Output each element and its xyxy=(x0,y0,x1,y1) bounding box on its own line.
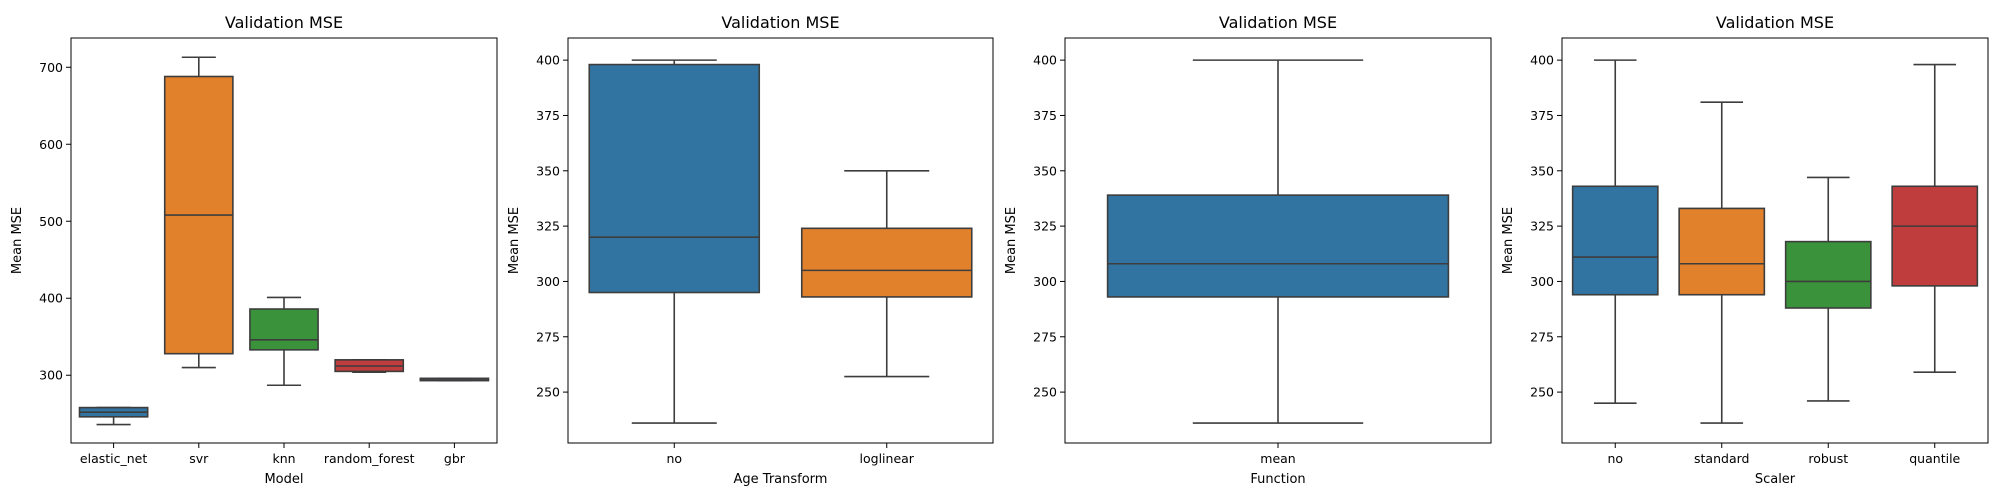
y-axis-label: Mean MSE xyxy=(1004,207,1019,274)
x-axis-label: Scaler xyxy=(1755,472,1796,487)
y-tick-label: 400 xyxy=(1033,53,1057,68)
box-standard xyxy=(1678,101,1766,424)
x-tick-label: no xyxy=(666,451,682,466)
y-axis-label: Mean MSE xyxy=(10,207,25,274)
plot-frame xyxy=(567,37,994,444)
box-no xyxy=(1571,59,1659,404)
y-tick-label: 500 xyxy=(39,214,63,229)
x-tick-label: elastic_net xyxy=(80,451,147,466)
y-tick-label: 375 xyxy=(1033,108,1057,123)
x-tick-label: robust xyxy=(1808,451,1848,466)
y-tick-label: 325 xyxy=(1530,219,1554,234)
y-tick-label: 300 xyxy=(536,274,560,289)
y-tick-label: 375 xyxy=(536,108,560,123)
box-knn xyxy=(249,296,319,387)
y-tick-label: 400 xyxy=(39,291,63,306)
y-tick-label: 375 xyxy=(1530,108,1554,123)
x-tick-label: mean xyxy=(1260,451,1295,466)
box-quantile xyxy=(1891,63,1979,373)
box-body xyxy=(1784,240,1872,309)
box-elastic_net xyxy=(78,406,149,426)
box-robust xyxy=(1784,176,1872,402)
box-body xyxy=(1106,194,1450,298)
chart-title: Validation MSE xyxy=(721,13,839,32)
chart-panel-3: Validation MSE 250 275 300 325 350 375 400 Mean … xyxy=(1004,13,1492,487)
x-tick-label: svr xyxy=(189,451,209,466)
chart-title: Validation MSE xyxy=(225,13,343,32)
plot-frame xyxy=(1064,37,1492,444)
chart-panel-1: Validation MSE 300 400 500 600 700 Mean MSE ela… xyxy=(10,13,498,487)
box-loglinear xyxy=(800,169,973,378)
y-axis-label: Mean MSE xyxy=(1501,207,1516,274)
box-body xyxy=(1891,185,1979,287)
y-tick-label: 350 xyxy=(536,163,560,178)
y-tick-label: 275 xyxy=(1033,329,1057,344)
chart-title: Validation MSE xyxy=(1716,13,1834,32)
chart-panel-2: Validation MSE 250 275 300 325 350 375 400 Mean … xyxy=(507,13,994,487)
x-tick-label: no xyxy=(1607,451,1623,466)
y-tick-label: 325 xyxy=(1033,219,1057,234)
chart-panel-4: Validation MSE 250 275 300 325 350 375 400 Mean … xyxy=(1501,13,1989,487)
y-tick-label: 600 xyxy=(39,137,63,152)
y-axis-label: Mean MSE xyxy=(507,207,522,274)
y-tick-label: 300 xyxy=(1530,274,1554,289)
box-gbr xyxy=(419,377,490,382)
x-tick-label: random_forest xyxy=(324,451,415,466)
box-body xyxy=(588,63,761,294)
y-tick-label: 700 xyxy=(39,60,63,75)
x-tick-label: quantile xyxy=(1909,451,1960,466)
x-tick-label: gbr xyxy=(444,451,466,466)
chart-title: Validation MSE xyxy=(1219,13,1337,32)
y-tick-label: 275 xyxy=(536,329,560,344)
x-tick-label: standard xyxy=(1694,451,1749,466)
y-tick-label: 300 xyxy=(39,368,63,383)
y-tick-label: 400 xyxy=(536,53,560,68)
y-tick-label: 350 xyxy=(1033,163,1057,178)
y-tick-label: 250 xyxy=(1033,385,1057,400)
plot-frame xyxy=(1561,37,1989,444)
box-body xyxy=(249,308,319,351)
box-body xyxy=(1678,207,1766,296)
y-tick-label: 275 xyxy=(1530,329,1554,344)
plot-frame xyxy=(70,37,498,444)
x-axis-label: Age Transform xyxy=(734,472,828,487)
y-tick-label: 350 xyxy=(1530,163,1554,178)
box-body xyxy=(1571,185,1659,296)
x-tick-label: loglinear xyxy=(860,451,915,466)
x-axis-label: Model xyxy=(264,472,303,487)
box-body xyxy=(800,227,973,298)
box-svr xyxy=(163,56,234,369)
box-mean xyxy=(1106,59,1450,424)
y-tick-label: 325 xyxy=(536,219,560,234)
y-tick-label: 250 xyxy=(1530,385,1554,400)
x-tick-label: knn xyxy=(272,451,295,466)
x-axis-label: Function xyxy=(1250,472,1305,487)
box-random_forest xyxy=(334,359,405,373)
box-no xyxy=(588,59,761,424)
y-tick-label: 250 xyxy=(536,385,560,400)
y-tick-label: 300 xyxy=(1033,274,1057,289)
y-tick-label: 400 xyxy=(1530,53,1554,68)
